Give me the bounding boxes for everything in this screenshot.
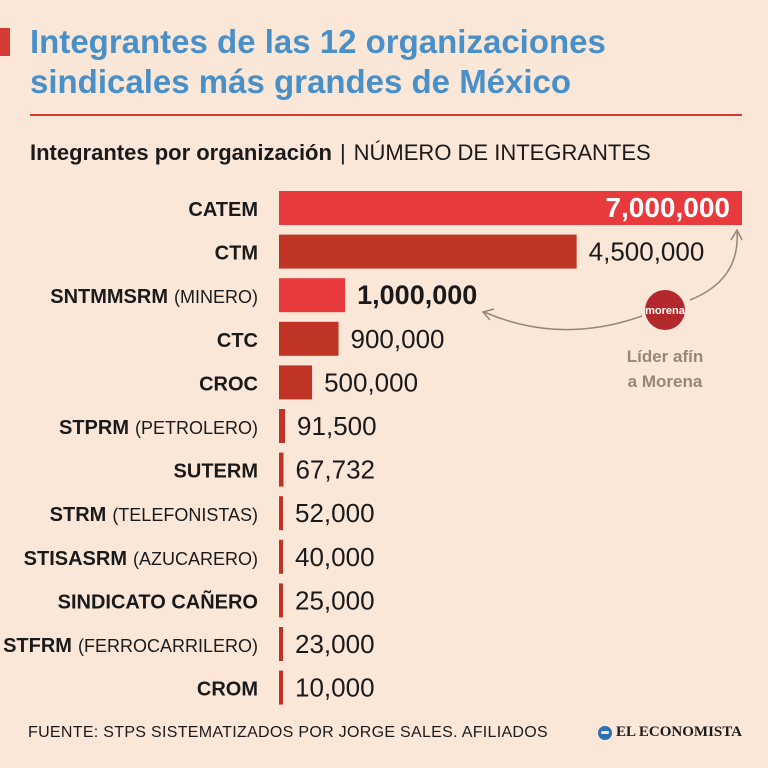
category-suffix: (TELEFONISTAS) xyxy=(112,505,258,525)
value-label: 67,732 xyxy=(295,455,375,485)
value-label: 500,000 xyxy=(324,367,418,397)
category-label: CTM xyxy=(215,243,258,265)
value-label: 40,000 xyxy=(295,542,375,572)
title-divider xyxy=(30,114,742,116)
arrowhead-catem xyxy=(730,228,743,241)
category-name: STFRM xyxy=(3,635,72,657)
category-suffix: (PETROLERO) xyxy=(135,418,258,438)
value-label: 10,000 xyxy=(295,673,375,703)
category-label: STPRM (PETROLERO) xyxy=(59,417,258,439)
category-label: CTC xyxy=(217,330,258,352)
bar xyxy=(279,583,283,618)
category-name: SUTERM xyxy=(174,461,258,483)
value-label: 25,000 xyxy=(295,585,375,615)
category-name: STPRM xyxy=(59,417,129,439)
annotation-text: Líder afín xyxy=(627,347,704,366)
category-name: CTM xyxy=(215,243,258,265)
bar xyxy=(279,627,283,661)
category-name: STRM xyxy=(50,504,107,526)
category-label: SNTMMSRM (MINERO) xyxy=(50,286,258,308)
page-title: Integrantes de las 12 organizaciones sin… xyxy=(30,23,606,100)
category-name: CATEM xyxy=(188,199,258,221)
value-label: 52,000 xyxy=(295,498,375,528)
value-label: 23,000 xyxy=(295,629,375,659)
category-suffix: (MINERO) xyxy=(174,287,258,307)
bar xyxy=(279,234,577,269)
category-name: CROM xyxy=(197,679,258,701)
category-name: SNTMMSRM xyxy=(50,286,168,308)
category-name: SINDICATO CAÑERO xyxy=(58,590,258,613)
category-label: CROM xyxy=(197,679,258,701)
source-note: FUENTE: STPS SISTEMATIZADOS POR JORGE SA… xyxy=(28,724,549,741)
category-label: STISASRM (AZUCARERO) xyxy=(24,548,258,570)
value-label: 4,500,000 xyxy=(589,237,705,267)
brand-icon xyxy=(598,725,612,740)
title-accent-bar xyxy=(0,28,10,56)
unit-label: NÚMERO DE INTEGRANTES xyxy=(353,140,651,165)
category-label: CROC xyxy=(199,373,258,395)
annotation-arrow-minero xyxy=(483,311,643,331)
bar xyxy=(279,496,283,531)
subtitle-label: Integrantes por organización xyxy=(30,140,332,165)
subtitle-separator: | xyxy=(339,140,346,165)
bar xyxy=(279,452,284,487)
morena-badge xyxy=(645,290,685,330)
value-label: 91,500 xyxy=(297,411,377,441)
brand-logo: EL ECONOMISTA xyxy=(598,724,742,741)
category-suffix: (FERROCARRILERO) xyxy=(78,636,258,656)
category-name: STISASRM xyxy=(24,548,127,570)
category-label: SINDICATO CAÑERO xyxy=(58,590,258,613)
category-name: CTC xyxy=(217,330,258,352)
category-label: STFRM (FERROCARRILERO) xyxy=(3,635,258,657)
bar xyxy=(279,191,742,225)
arrowhead-minero xyxy=(481,308,495,321)
chart-subtitle: Integrantes por organización | NÚMERO DE I… xyxy=(30,140,651,166)
bar xyxy=(279,321,339,356)
category-name: CROC xyxy=(199,373,258,395)
category-suffix: (AZUCARERO) xyxy=(133,549,258,569)
morena-badge-text: morena xyxy=(645,305,686,317)
bar xyxy=(279,409,286,443)
bar xyxy=(279,278,346,313)
value-label: 900,000 xyxy=(351,324,445,354)
value-label: 1,000,000 xyxy=(357,280,477,310)
bar xyxy=(279,539,283,574)
category-label: SUTERM xyxy=(174,461,258,483)
category-label: STRM (TELEFONISTAS) xyxy=(50,504,258,526)
bar xyxy=(279,365,313,400)
category-label: CATEM xyxy=(188,199,258,221)
annotation-text: a Morena xyxy=(628,372,703,391)
value-label: 7,000,000 xyxy=(605,192,730,223)
bar xyxy=(279,670,283,705)
brand-name: EL ECONOMISTA xyxy=(616,724,742,740)
annotation-arrow-catem xyxy=(689,231,738,301)
